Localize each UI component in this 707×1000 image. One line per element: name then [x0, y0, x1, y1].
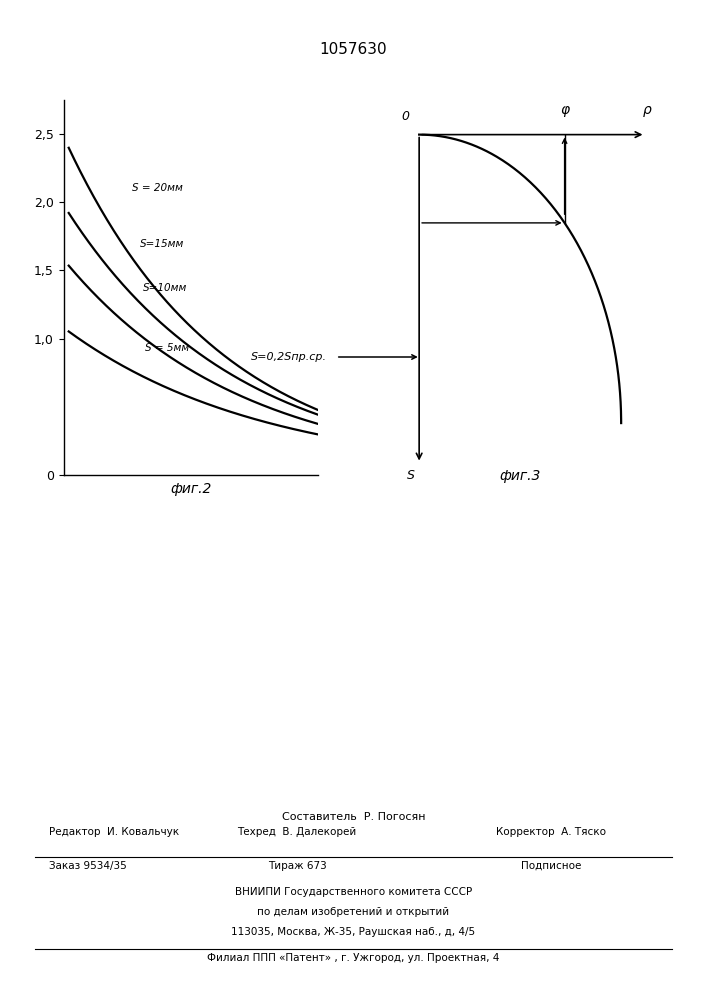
Text: S = 5мм: S = 5мм — [145, 343, 189, 353]
Text: Филиал ППП «Патент» , г. Ужгород, ул. Проектная, 4: Филиал ППП «Патент» , г. Ужгород, ул. Пр… — [207, 953, 500, 963]
Text: 1057630: 1057630 — [320, 42, 387, 57]
Text: S: S — [407, 469, 415, 482]
Text: ρ: ρ — [643, 103, 652, 117]
Text: Заказ 9534/35: Заказ 9534/35 — [49, 861, 127, 871]
Text: φ: φ — [560, 103, 569, 117]
Text: Составитель  Р. Погосян: Составитель Р. Погосян — [282, 812, 425, 822]
Text: Техред  В. Далекорей: Техред В. Далекорей — [238, 827, 356, 837]
Text: S=15мм: S=15мм — [140, 239, 185, 249]
Text: S = 20мм: S = 20мм — [132, 183, 183, 193]
Text: 0: 0 — [401, 110, 409, 123]
Text: по делам изобретений и открытий: по делам изобретений и открытий — [257, 907, 450, 917]
Text: S=10мм: S=10мм — [143, 283, 187, 293]
Text: ВНИИПИ Государственного комитета СССР: ВНИИПИ Государственного комитета СССР — [235, 887, 472, 897]
Text: Редактор  И. Ковальчук: Редактор И. Ковальчук — [49, 827, 180, 837]
X-axis label: фиг.2: фиг.2 — [170, 482, 211, 496]
Text: Подписное: Подписное — [521, 861, 582, 871]
Text: Корректор  А. Тяско: Корректор А. Тяско — [496, 827, 607, 837]
Text: S=0,2Sпр.ср.: S=0,2Sпр.ср. — [251, 352, 327, 362]
Text: Тираж 673: Тираж 673 — [267, 861, 327, 871]
Text: 113035, Москва, Ж-35, Раушская наб., д, 4/5: 113035, Москва, Ж-35, Раушская наб., д, … — [231, 927, 476, 937]
Text: фиг.3: фиг.3 — [499, 469, 541, 483]
